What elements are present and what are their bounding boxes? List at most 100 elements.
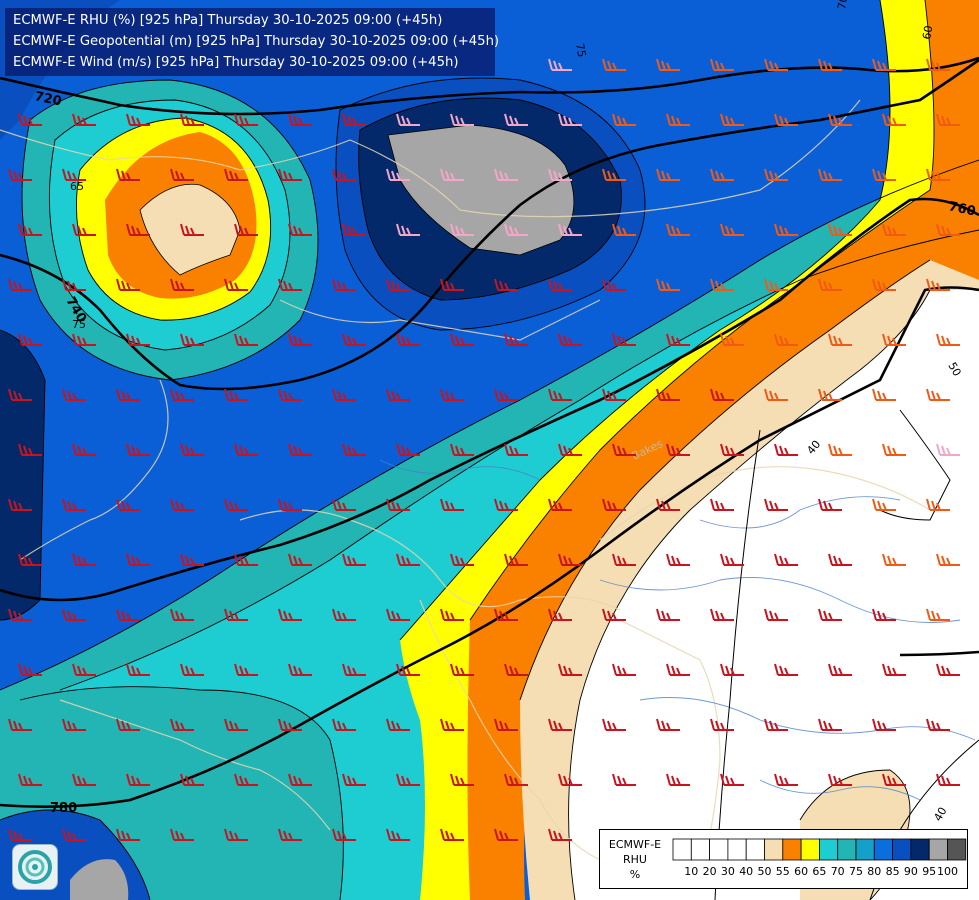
wind-barb [126,773,150,786]
wind-barb [116,828,140,841]
wind-barb [72,443,96,456]
wind-barb [332,278,356,291]
wind-barb [548,718,572,731]
wind-barb [116,278,140,291]
title-box: ECMWF-E RHU (%) [925 hPa] Thursday 30-10… [5,8,499,76]
wind-barb [234,663,258,676]
legend-title-var: RHU [623,853,647,866]
wind-barb [504,553,528,566]
legend-swatch [764,838,784,861]
wind-barb [656,168,680,181]
wind-barb [386,278,410,291]
wind-barb [62,828,86,841]
rhu-contour-label: 50 [945,360,963,379]
legend-swatch [818,838,839,861]
wind-barb [116,498,140,511]
wind-barb [278,718,302,731]
wind-barb [710,718,734,731]
wind-barb [764,58,788,71]
wind-barb [180,333,204,346]
wind-barb [8,498,32,511]
title-line-wind: ECMWF-E Wind (m/s) [925 hPa] Thursday 30… [13,55,459,70]
wind-barb [548,278,572,291]
wind-barb [926,278,950,291]
wind-barb [288,223,312,236]
legend-title: ECMWF-E RHU % [602,837,668,882]
wind-barb [234,333,258,346]
wind-barb [494,828,518,841]
wind-barb [656,278,680,291]
wind-barb [828,663,852,676]
legend-swatch [800,838,820,861]
wind-barb [558,553,582,566]
wind-barb [494,718,518,731]
wind-barb [234,113,258,126]
wind-barb [62,388,86,401]
wind-barb [882,333,906,346]
wind-barb [116,608,140,621]
wind-barb [8,388,32,401]
wind-barb [828,113,852,126]
wind-barb [504,443,528,456]
wind-barb [450,443,474,456]
rhu-contour-label: 40 [931,805,949,824]
wind-barb [62,278,86,291]
legend-tick-label: 75 [849,865,863,878]
wind-barb [332,388,356,401]
rhu-contour-label: 75 [72,318,86,331]
wind-barb [558,223,582,236]
wind-barb [288,333,312,346]
wind-barb [278,168,302,181]
wind-barb [558,333,582,346]
logo [12,844,58,890]
wind-barb [612,223,636,236]
wind-barb [72,333,96,346]
legend-scale: 10 20 30 40 50 55 60 65 70 75 80 85 90 95 100 [672,838,967,878]
wind-barb [62,498,86,511]
wind-barb [450,663,474,676]
wind-barb [602,608,626,621]
wind-barb [612,113,636,126]
wind-barb [234,553,258,566]
wind-barb [180,113,204,126]
wind-barb [720,113,744,126]
rhu-contour-label: 65 [70,180,84,193]
wind-barb [666,333,690,346]
legend-tick-label: 70 [831,865,845,878]
wind-barb [126,663,150,676]
wind-barb [666,223,690,236]
geopotential-label: 720 [33,89,63,109]
legend-title-model: ECMWF-E [608,838,662,851]
wind-barb [764,388,788,401]
wind-barb [440,498,464,511]
wind-barb [828,553,852,566]
wind-barb [62,168,86,181]
wind-barb [440,388,464,401]
wind-barb [72,113,96,126]
wind-barb [386,388,410,401]
wind-barb [828,333,852,346]
legend-tick-label: 100 [937,865,958,878]
wind-barb [450,773,474,786]
legend-swatch [928,838,948,861]
rhu-band-95-south [70,859,129,900]
wind-barb [440,828,464,841]
wind-barb [18,113,42,126]
wind-barb [774,663,798,676]
wind-barb [180,773,204,786]
wind-barb [612,663,636,676]
wind-barb [342,223,366,236]
wind-barb [72,553,96,566]
wind-barb [18,223,42,236]
rhu-band-65 [400,0,979,900]
wind-barbs [8,58,960,841]
wind-barb [342,663,366,676]
wind-barb [494,168,518,181]
wind-barb [558,773,582,786]
wind-barb [396,663,420,676]
legend-tick-label: 85 [886,865,900,878]
wind-barb [126,223,150,236]
wind-barb [656,58,680,71]
rivers [379,459,976,801]
wind-barb [764,608,788,621]
